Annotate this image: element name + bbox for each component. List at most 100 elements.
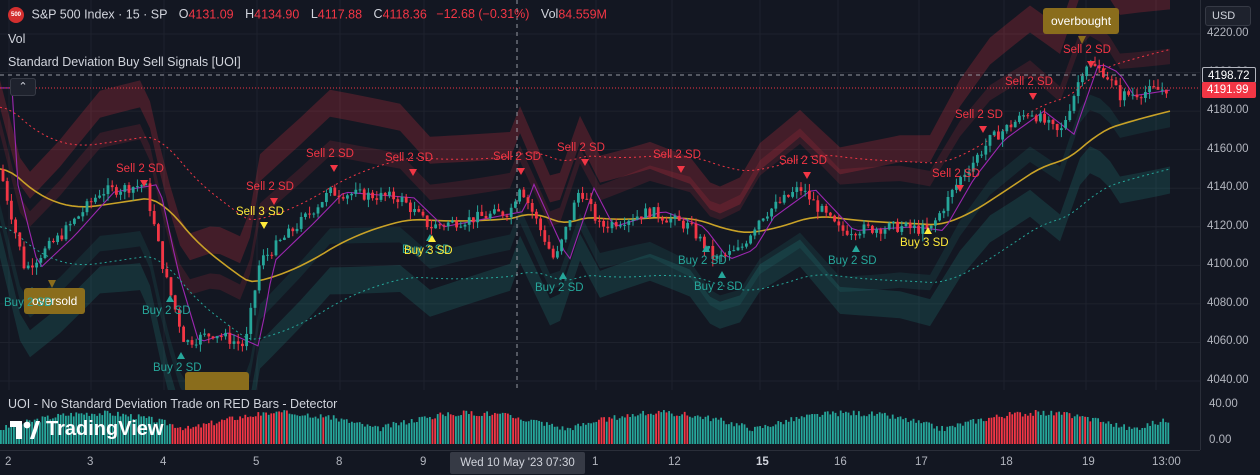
histogram-bar [158,418,161,444]
histogram-bar [491,414,494,444]
histogram-bar [1144,427,1146,444]
candle-body [1131,94,1135,96]
overbought-pointer-icon [1078,36,1086,44]
histogram-bar [1081,416,1084,444]
histogram-bar [1016,411,1019,444]
collapse-legend-button[interactable]: ⌃ [10,78,36,96]
candle-body [278,239,282,241]
candle-body [68,223,72,226]
price-tick-label: 4100.00 [1207,258,1249,271]
histogram-bar [626,414,629,444]
histogram-bar [228,416,231,444]
candle-body [623,224,626,226]
candle-body [577,192,580,203]
histogram-bar [127,416,130,444]
symbol-legend: 500 S&P 500 Index · 15 · SP O4131.09 H41… [8,7,607,23]
candle-body [530,203,534,212]
histogram-bar [993,417,995,444]
candle-body [690,222,694,224]
candle-body [980,154,983,156]
histogram-bar [1112,426,1115,444]
candle-body [262,255,265,266]
candle-body [837,221,841,226]
indicator-scale-bottom: 0.00 [1209,434,1232,446]
candle-body [127,185,131,193]
chart-pane[interactable]: 500 S&P 500 Index · 15 · SP O4131.09 H41… [0,0,1200,390]
histogram-bar [1110,423,1112,444]
candle-body [547,241,551,249]
candle-body [631,219,635,221]
histogram-bar [494,412,496,444]
histogram-bar [119,416,122,444]
vol-value: 84.559M [558,7,607,22]
histogram-bar [26,419,28,444]
candle-body [871,225,874,233]
volume-legend[interactable]: Vol [8,32,26,46]
candle-body [169,277,173,296]
tradingview-icon [10,420,40,439]
histogram-bar [1123,424,1125,444]
price-axis[interactable]: USD 4220.004200.004180.004160.004140.004… [1200,0,1260,450]
candle-body [56,235,59,243]
candle-body [346,195,349,199]
histogram-bar [59,414,62,444]
histogram-bar [1071,418,1073,444]
tradingview-logo[interactable]: TradingView [10,418,163,441]
candle-body [425,215,429,228]
candle-body [808,190,811,200]
candle-body [161,241,164,269]
histogram-bar [1164,422,1167,444]
candle-body [270,254,274,256]
signal-label: Buy 2 SD [828,255,877,267]
histogram-bar [470,411,473,444]
histogram-bar [330,419,332,444]
candle-body [1139,97,1143,99]
histogram-bar [847,412,850,444]
histogram-bar [543,425,546,444]
candle-body [799,187,803,191]
candle-body [455,220,458,228]
indicator-pane[interactable]: UOI - No Standard Deviation Trade on RED… [0,392,1200,450]
histogram-bar [309,417,312,444]
histogram-bar [1068,413,1071,444]
buy-arrow-icon [166,295,174,302]
candle-body [551,248,555,258]
candle-body [1106,77,1109,80]
histogram-bar [1099,422,1102,444]
histogram-bar [525,421,527,444]
histogram-bar [936,426,938,444]
indicator-pane-title[interactable]: UOI - No Standard Deviation Trade on RED… [8,397,338,411]
histogram-bar [1149,425,1151,444]
histogram-bar [457,415,460,444]
candle-body [816,200,820,212]
candle-body [43,248,47,258]
histogram-bar [267,414,270,444]
indicator-legend[interactable]: Standard Deviation Buy Sell Signals [UOI… [8,55,241,69]
currency-selector[interactable]: USD [1205,6,1251,26]
candle-body [375,198,379,200]
histogram-bar [1006,415,1008,444]
histogram-bar [639,413,642,444]
histogram-bar [444,416,447,444]
histogram-bar [886,415,889,444]
candle-body [123,185,127,192]
histogram-bar [1133,427,1136,444]
candle-body [182,326,185,342]
histogram-bar [1003,418,1006,444]
candle-body [824,205,828,213]
histogram-bar [889,418,891,444]
candle-body [85,201,89,213]
open-label: O [178,7,189,22]
histogram-bar [509,415,512,444]
price-tick-label: 4080.00 [1207,296,1249,309]
time-axis[interactable]: 2 3 4 5 8 9 1 12 15 16 17 18 19 13:00 Wed 10 May '23 … [0,450,1200,475]
candle-body [47,240,51,249]
histogram-bar [852,410,855,444]
histogram-bar [93,414,96,444]
price-chart[interactable] [0,0,1200,390]
symbol-title[interactable]: S&P 500 Index · 15 · SP [31,7,168,22]
histogram-bar [925,421,928,444]
candle-body [677,215,681,221]
histogram-bar [819,416,821,444]
signal-label: Buy 3 SD [404,245,453,257]
